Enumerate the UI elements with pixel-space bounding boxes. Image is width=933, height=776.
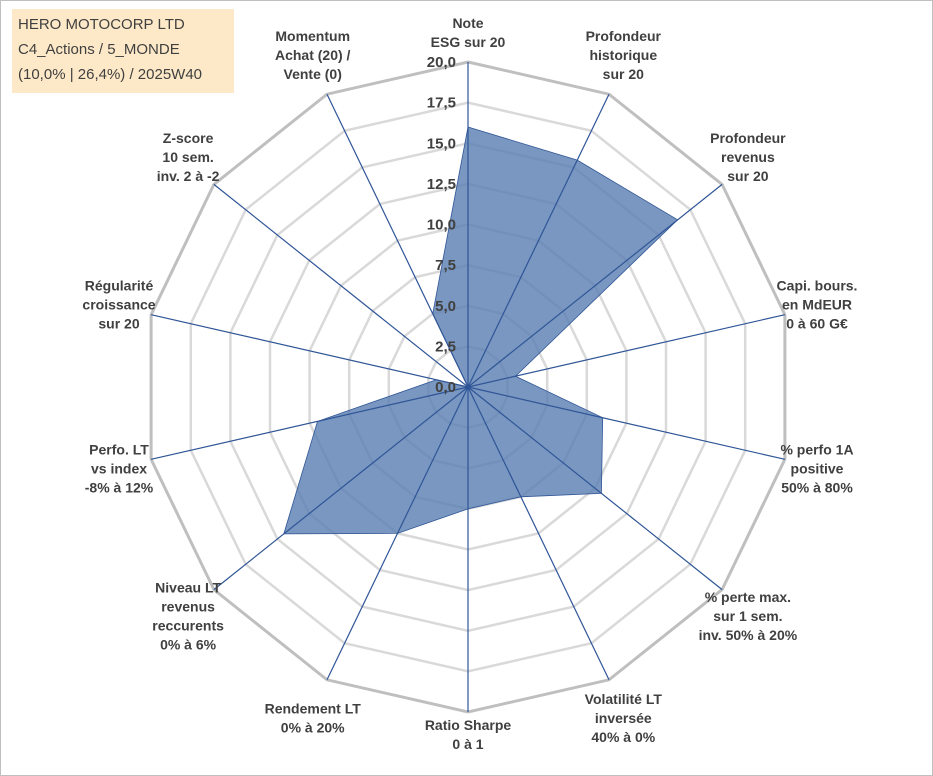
axis-label-line: Achat (20) /: [275, 47, 351, 63]
axis-label: Momentum Achat (20) / Vente (0): [275, 28, 351, 82]
axis-label-line: 50% à 80%: [781, 479, 853, 495]
axis-spoke: [467, 183, 723, 388]
axis-label-line: Z-score: [163, 130, 214, 146]
axis-label-line: 0 à 1: [452, 736, 483, 752]
axis-label: Volatilité LT inversée 40% à 0%: [585, 691, 663, 745]
axis-label: Note ESG sur 20: [431, 15, 506, 50]
axis-spoke: [467, 93, 610, 388]
axis-label-line: Perfo. LT: [89, 441, 149, 457]
stats-label: (10,0% | 26,4%) / 2025W40: [18, 66, 202, 83]
tick-label: 20,0: [427, 54, 456, 71]
axis-label: Z-score 10 sem. inv. 2 à -2: [157, 130, 220, 184]
tick-label: 10,0: [427, 217, 456, 234]
axis-label-line: revenus: [161, 598, 215, 614]
axis-spoke: [467, 314, 786, 388]
axis-label-line: ESG sur 20: [431, 34, 506, 50]
axis-label-line: sur 1 sem.: [713, 608, 782, 624]
tick-label: 5,0: [435, 298, 456, 315]
axis-spoke: [150, 386, 469, 460]
axis-spoke: [326, 386, 469, 681]
axis-label-line: 0% à 20%: [281, 720, 345, 736]
axis-label: Niveau LT revenus reccurents 0% à 6%: [152, 579, 224, 652]
axis-label: % perfo 1A positive 50% à 80%: [780, 441, 853, 495]
series-layer: [283, 126, 679, 535]
axis-label-line: Ratio Sharpe: [425, 717, 512, 733]
tick-label: 2,5: [435, 338, 456, 355]
axis-label: Rendement LT 0% à 20%: [265, 701, 362, 736]
axis-label-line: Note: [452, 15, 483, 31]
axis-label-line: revenus: [721, 149, 775, 165]
axis-label: Capi. bours. en MdEUR 0 à 60 G€: [777, 278, 858, 332]
axis-spoke: [467, 386, 610, 681]
axis-spoke: [213, 386, 469, 591]
axis-label-line: sur 20: [603, 66, 644, 82]
tick-label: 0,0: [435, 379, 456, 396]
axis-label-line: 10 sem.: [162, 149, 213, 165]
tick-label: 17,5: [427, 95, 456, 112]
axis-label-line: sur 20: [727, 168, 768, 184]
axis-label-line: inv. 2 à -2: [157, 168, 220, 184]
axis-label-line: en MdEUR: [782, 297, 852, 313]
axis-label-line: sur 20: [98, 316, 139, 332]
axis-spoke: [467, 386, 723, 591]
axis-label: Profondeur historique sur 20: [586, 28, 662, 82]
axis-label-line: Profondeur: [586, 28, 662, 44]
axis-label: Régularité croissance sur 20: [82, 278, 155, 332]
tick-label: 7,5: [435, 257, 456, 274]
axis-spoke: [213, 183, 469, 388]
axis-label-line: inversée: [595, 710, 652, 726]
axis-label-line: croissance: [82, 297, 155, 313]
axis-label-line: Niveau LT: [155, 579, 221, 595]
axis-spoke: [326, 93, 469, 388]
axis-label-line: 0% à 6%: [160, 636, 217, 652]
axis-label-line: inv. 50% à 20%: [699, 627, 798, 643]
axis-label: Profondeur revenus sur 20: [710, 130, 786, 184]
axis-label-line: 0 à 60 G€: [786, 316, 848, 332]
axis-label-line: Rendement LT: [265, 701, 362, 717]
tick-layer: 0,0 2,5 5,0 7,5 10,0 12,5 15,0 17,5 20,0: [427, 54, 456, 396]
axis-label-line: 40% à 0%: [591, 729, 655, 745]
company-name: HERO MOTOCORP LTD: [18, 16, 185, 33]
axis-label-line: positive: [791, 460, 844, 476]
category-label: C4_Actions / 5_MONDE: [18, 41, 180, 58]
spoke-layer: [150, 62, 786, 712]
axis-label-line: -8% à 12%: [85, 479, 154, 495]
info-box: HERO MOTOCORP LTD C4_Actions / 5_MONDE (…: [12, 9, 234, 93]
axis-label-line: % perte max.: [705, 589, 791, 605]
axis-label-line: vs index: [91, 460, 147, 476]
axis-spoke: [467, 386, 786, 460]
axis-label-line: Capi. bours.: [777, 278, 858, 294]
axis-label: Ratio Sharpe 0 à 1: [425, 717, 512, 752]
axis-label-line: Régularité: [85, 278, 154, 294]
axis-label-line: historique: [589, 47, 657, 63]
axis-spoke: [150, 314, 469, 388]
axis-label-line: % perfo 1A: [780, 441, 853, 457]
tick-label: 15,0: [427, 135, 456, 152]
axis-label: % perte max. sur 1 sem. inv. 50% à 20%: [699, 589, 798, 643]
axis-label-line: reccurents: [152, 617, 224, 633]
axis-label: Perfo. LT vs index -8% à 12%: [85, 441, 154, 495]
axis-label-line: Volatilité LT: [585, 691, 663, 707]
axis-label-line: Profondeur: [710, 130, 786, 146]
series-area: [283, 126, 679, 535]
axis-label-line: Vente (0): [284, 66, 342, 82]
tick-label: 12,5: [427, 176, 456, 193]
label-layer: Note ESG sur 20 Profondeur historique sur 20…: [82, 15, 857, 752]
axis-label-line: Momentum: [275, 28, 350, 44]
